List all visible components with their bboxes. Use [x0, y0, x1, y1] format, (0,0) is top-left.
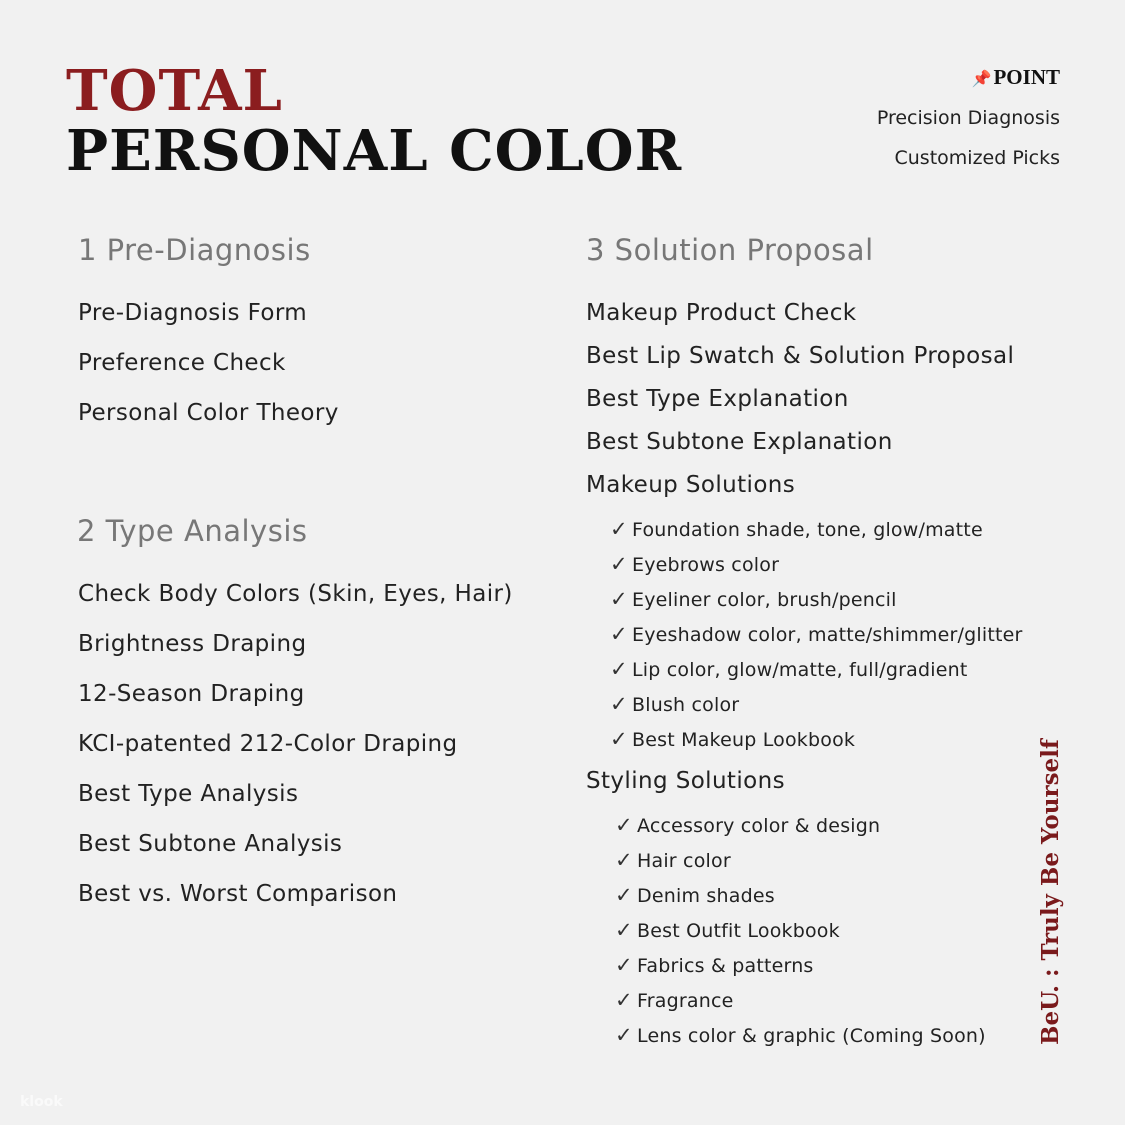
- list-item: Brightness Draping: [78, 629, 306, 659]
- checklist-item: ✓ Foundation shade, tone, glow/matte: [610, 517, 983, 542]
- checkmark-icon: ✓: [610, 552, 628, 576]
- item-text: 12-Season Draping: [78, 681, 305, 707]
- item-text: Preference Check: [78, 350, 286, 376]
- list-item: Best Subtone Explanation: [586, 427, 893, 457]
- list-item: Makeup Solutions: [586, 470, 795, 500]
- tagline: BeU. : Truly Be Yourself: [1037, 739, 1064, 1045]
- checkmark-icon: ✓: [615, 918, 633, 942]
- item-text: Accessory color & design: [637, 815, 881, 837]
- checkmark-icon: ✓: [615, 1023, 633, 1047]
- item-text: Best Outfit Lookbook: [637, 920, 840, 942]
- item-text: Personal Color Theory: [78, 400, 339, 426]
- pushpin-icon: 📌: [971, 71, 992, 88]
- item-text: Makeup Solutions: [586, 472, 796, 498]
- list-item: Best Type Explanation: [586, 384, 849, 414]
- checkmark-icon: ✓: [615, 883, 633, 907]
- title-total: TOTAL: [66, 58, 283, 124]
- item-text: Fabrics & patterns: [637, 955, 814, 977]
- list-item: Pre-Diagnosis Form: [78, 298, 307, 328]
- list-item: Personal Color Theory: [78, 398, 339, 428]
- checkmark-icon: ✓: [615, 953, 633, 977]
- checklist-item: ✓ Best Makeup Lookbook: [610, 727, 855, 752]
- item-text: Eyebrows color: [632, 554, 780, 576]
- item-text: Best Subtone Analysis: [78, 831, 343, 857]
- checklist-item: ✓ Denim shades: [615, 883, 775, 908]
- checklist-item: ✓ Hair color: [615, 848, 731, 873]
- checkmark-icon: ✓: [610, 727, 628, 751]
- list-item: Preference Check: [78, 348, 286, 378]
- item-text: Pre-Diagnosis Form: [78, 300, 308, 326]
- item-text: Blush color: [632, 694, 740, 716]
- checklist-item: ✓ Accessory color & design: [615, 813, 880, 838]
- checkmark-icon: ✓: [610, 692, 628, 716]
- point-label: 📌POINT: [972, 64, 1060, 93]
- checkmark-icon: ✓: [610, 587, 628, 611]
- item-text: Check Body Colors (Skin, Eyes, Hair): [78, 581, 513, 607]
- checklist-item: ✓ Lens color & graphic (Coming Soon): [615, 1023, 986, 1048]
- checkmark-icon: ✓: [615, 848, 633, 872]
- title-personal-color: PERSONAL COLOR: [66, 118, 683, 184]
- list-item: Best Subtone Analysis: [78, 829, 342, 859]
- item-text: Brightness Draping: [78, 631, 307, 657]
- item-text: Eyeliner color, brush/pencil: [632, 589, 897, 611]
- list-item: Check Body Colors (Skin, Eyes, Hair): [78, 579, 513, 609]
- list-item: Makeup Product Check: [586, 298, 856, 328]
- item-text: Makeup Product Check: [586, 300, 857, 326]
- item-text: Best Lip Swatch & Solution Proposal: [586, 343, 1015, 369]
- item-text: Best Makeup Lookbook: [632, 729, 856, 751]
- list-item: Best Lip Swatch & Solution Proposal: [586, 341, 1014, 371]
- checklist-item: ✓ Blush color: [610, 692, 739, 717]
- checklist-item: ✓ Eyeliner color, brush/pencil: [610, 587, 897, 612]
- item-text: Lens color & graphic (Coming Soon): [637, 1025, 986, 1047]
- checklist-item: ✓ Fabrics & patterns: [615, 953, 814, 978]
- item-text: Best Subtone Explanation: [586, 429, 893, 455]
- item-text: Eyeshadow color, matte/shimmer/glitter: [632, 624, 1023, 646]
- checklist-item: ✓ Eyeshadow color, matte/shimmer/glitter: [610, 622, 1023, 647]
- heading-type-analysis: 2 Type Analysis: [77, 514, 308, 548]
- checkmark-icon: ✓: [615, 988, 633, 1012]
- item-text: Fragrance: [637, 990, 734, 1012]
- list-item: 12-Season Draping: [78, 679, 305, 709]
- item-text: Best vs. Worst Comparison: [78, 881, 398, 907]
- item-text: Denim shades: [637, 885, 775, 907]
- list-item: Best vs. Worst Comparison: [78, 879, 397, 909]
- heading-solution-proposal: 3 Solution Proposal: [586, 233, 874, 267]
- checkmark-icon: ✓: [610, 622, 628, 646]
- list-item: KCI-patented 212-Color Draping: [78, 729, 457, 759]
- checkmark-icon: ✓: [615, 813, 633, 837]
- heading-styling-solutions: Styling Solutions: [586, 768, 785, 794]
- item-text: Lip color, glow/matte, full/gradient: [632, 659, 968, 681]
- checkmark-icon: ✓: [610, 657, 628, 681]
- item-text: KCI-patented 212-Color Draping: [78, 731, 458, 757]
- checkmark-icon: ✓: [610, 517, 628, 541]
- checklist-item: ✓ Best Outfit Lookbook: [615, 918, 840, 943]
- item-text: Best Type Analysis: [78, 781, 299, 807]
- point-line-1: Precision Diagnosis: [876, 107, 1060, 129]
- watermark: klook: [20, 1094, 63, 1110]
- list-item: Best Type Analysis: [78, 779, 298, 809]
- checklist-item: ✓ Lip color, glow/matte, full/gradient: [610, 657, 967, 682]
- item-text: Foundation shade, tone, glow/matte: [632, 519, 983, 541]
- point-line-2: Customized Picks: [894, 147, 1061, 169]
- point-text: POINT: [993, 65, 1060, 89]
- checklist-item: ✓ Fragrance: [615, 988, 734, 1013]
- heading-pre-diagnosis: 1 Pre-Diagnosis: [78, 233, 311, 267]
- item-text: Best Type Explanation: [586, 386, 849, 412]
- checklist-item: ✓ Eyebrows color: [610, 552, 779, 577]
- item-text: Hair color: [637, 850, 731, 872]
